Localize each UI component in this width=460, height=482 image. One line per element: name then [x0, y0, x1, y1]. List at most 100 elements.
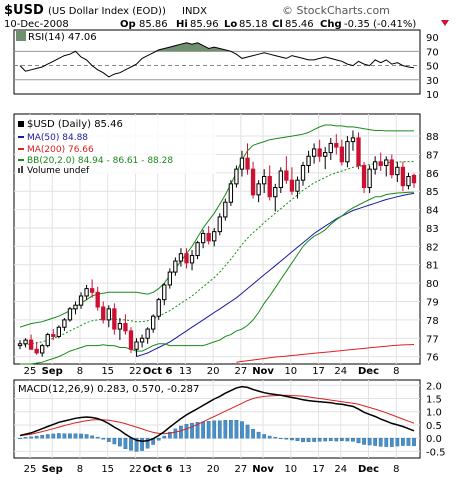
change-label: Chg [320, 19, 342, 30]
price-tick-label: 80 [426, 279, 439, 290]
macd-histogram-bar [179, 425, 183, 439]
candle-body [378, 161, 383, 166]
candle-body [184, 253, 189, 264]
price-x-tick-label: 8 [393, 366, 399, 377]
candle-body [62, 319, 67, 328]
macd-line [19, 385, 415, 443]
macd-histogram-bar [140, 437, 144, 451]
candle-body [323, 152, 328, 157]
open-value: 85.86 [139, 19, 168, 30]
price-tick-label: 85 [426, 187, 439, 198]
candle-body [28, 339, 34, 350]
macd-histogram-bar [184, 423, 189, 439]
price-x-tick-label: 10 [284, 366, 297, 377]
macd-tick-label: 0.0 [426, 434, 442, 445]
macd-tick-label: -0.5 [426, 447, 446, 458]
macd-histogram-bar [112, 437, 117, 445]
macd-x-tick-label: 27 [235, 464, 248, 475]
macd-histogram-bar [79, 433, 83, 439]
macd-histogram-bar [406, 437, 411, 446]
price-x-tick-label: 15 [101, 366, 114, 377]
candle-body [384, 159, 389, 166]
candle-body [56, 326, 62, 337]
price-x-tick-label: 22 [129, 366, 142, 377]
candle-body [101, 306, 106, 321]
macd-x-tick-label: Nov [252, 464, 274, 475]
date-label: 10-Dec-2008 [4, 19, 69, 30]
macd-histogram-bar [90, 435, 95, 439]
low-value: 85.18 [239, 19, 268, 30]
macd-histogram-bar [68, 433, 72, 439]
price-legend-swatch [18, 121, 24, 127]
price-x-tick-label: Sep [42, 366, 63, 377]
candle-body [234, 168, 239, 185]
candle-body [372, 161, 378, 170]
candle-body [51, 334, 56, 337]
candle-body [206, 232, 211, 242]
macd-histogram-bar [262, 434, 267, 439]
price-tick-label: 77 [426, 334, 439, 345]
macd-histogram-bar [356, 437, 361, 444]
price-line-bb-upper [19, 124, 414, 328]
macd-histogram-bar [23, 437, 28, 439]
candle-body [300, 164, 306, 181]
candle-body [228, 183, 234, 203]
macd-histogram-bar [384, 437, 389, 447]
rsi-overbought-fill [20, 42, 414, 52]
macd-histogram-bar [51, 433, 56, 439]
candle-body [367, 168, 372, 189]
macd-x-tick-label: 24 [334, 464, 347, 475]
candle-body [245, 157, 250, 170]
price-x-tick-label: 24 [334, 366, 347, 377]
candle-body [328, 142, 333, 154]
macd-histogram-bar [240, 421, 244, 439]
candle-body [145, 328, 150, 339]
macd-x-tick-label: 25 [24, 464, 37, 475]
candle-body [128, 330, 134, 350]
candle-body [406, 176, 411, 187]
rsi-tick-label: 50 [426, 62, 439, 73]
macd-histogram-bar [367, 437, 372, 446]
price-line-bb-middle [19, 161, 414, 347]
macd-histogram-bar [301, 437, 305, 443]
macd-x-tick-label: Oct 6 [143, 464, 173, 475]
candle-body [250, 168, 256, 196]
candle-body [311, 148, 317, 157]
macd-histogram-bar [40, 435, 45, 439]
candle-body [361, 164, 367, 189]
macd-histogram-bar [118, 437, 122, 447]
macd-x-tick-label: 15 [101, 464, 114, 475]
macd-histogram-bar [167, 431, 172, 439]
candle-body [289, 179, 295, 192]
candle-body [195, 242, 200, 257]
macd-panel: 2.0 1.5 1.0 0.5 0.0 -0.5 25 Sep 8 15 22 Oct 6 13 20 2… [13, 379, 446, 475]
index-name: (US Dollar Index (EOD)) [48, 6, 166, 17]
macd-histogram-bar [290, 437, 294, 441]
candle-body [278, 170, 283, 189]
macd-histogram-bar [345, 437, 350, 442]
macd-histogram-bar [284, 437, 289, 440]
macd-histogram-bar [129, 437, 133, 451]
candle-body [395, 166, 400, 176]
candle-body [306, 155, 311, 166]
macd-x-tick-label: 8 [393, 464, 399, 475]
price-tick-label: 81 [426, 261, 439, 272]
candle-body [267, 176, 272, 198]
rsi-title: RSI(14) 47.06 [28, 32, 97, 43]
legend-backdrop [16, 116, 216, 174]
price-tick-label: 84 [426, 206, 439, 217]
candle-body [34, 348, 39, 354]
close-value: 85.46 [285, 19, 314, 30]
candle-body [167, 271, 172, 286]
volume-legend: Volume undef [27, 166, 90, 176]
candle-body [73, 304, 78, 310]
macd-histogram-bar [306, 437, 311, 443]
macd-histogram-bar [267, 435, 272, 439]
price-tick-label: 87 [426, 150, 439, 161]
candle-body [117, 323, 123, 330]
ma50-legend: MA(50) 84.88 [27, 133, 88, 143]
price-line-ma-200- [236, 344, 415, 363]
candle-body [78, 295, 84, 306]
price-x-tick-label: Oct 6 [143, 366, 173, 377]
candle-body [189, 255, 195, 264]
